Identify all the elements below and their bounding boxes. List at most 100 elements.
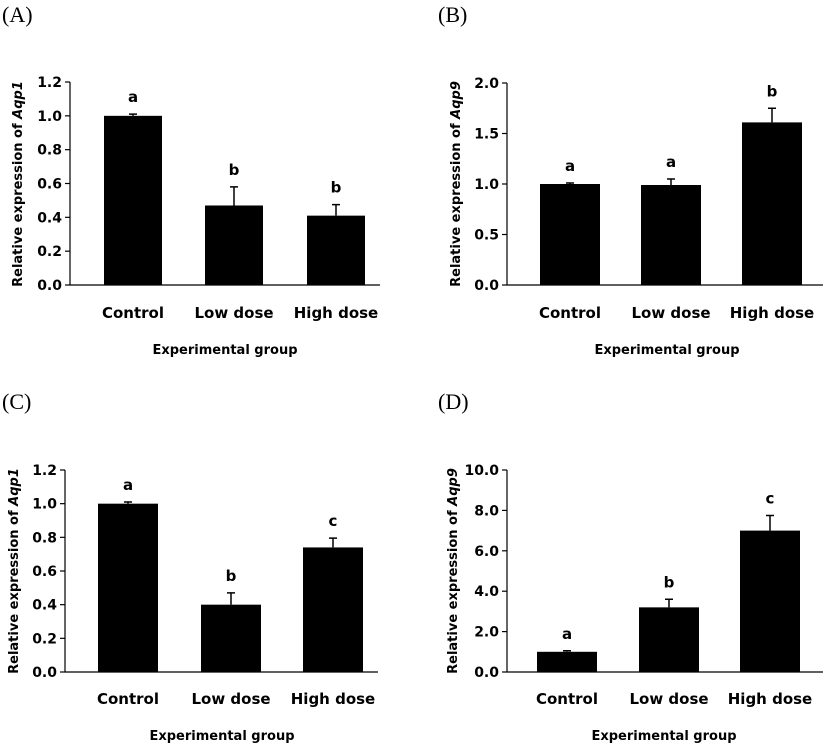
category-label-high-dose: High dose (730, 304, 814, 322)
category-label-high-dose: High dose (291, 690, 375, 708)
bar-low-dose (641, 185, 701, 285)
x-axis-title: Experimental group (152, 343, 297, 358)
significance-label-low-dose: a (666, 153, 676, 171)
y-tick-label: 1.2 (37, 75, 62, 91)
error-bar-control (124, 501, 132, 504)
y-tick-label: 0.0 (474, 665, 499, 681)
significance-label-high-dose: c (329, 512, 338, 530)
error-bar-low-dose (227, 592, 235, 605)
error-bar-high-dose (329, 537, 337, 548)
y-tick-label: 0.0 (474, 278, 499, 294)
y-axis-title-gene: Aqp1 (11, 81, 26, 120)
bar-low-dose (639, 607, 699, 672)
bar-high-dose (307, 215, 365, 285)
bar-high-dose (303, 547, 363, 672)
significance-label-high-dose: b (331, 179, 342, 197)
significance-label-control: a (565, 157, 575, 175)
y-axis-title: Relative expression of Aqp9 (446, 468, 461, 674)
axes-lines (69, 82, 380, 286)
chart-panel-a: (A) a b b 0.0 0.2 0.4 0.6 0.8 1.0 1.2 Control Lo… (2, 2, 380, 358)
error-bar-high-dose (332, 203, 340, 216)
y-axis-title-prefix: Relative expression of (449, 119, 464, 287)
y-axis-title-prefix: Relative expression of (7, 506, 22, 674)
category-label-control: Control (536, 690, 598, 708)
significance-label-control: a (123, 476, 133, 494)
significance-label-high-dose: c (766, 489, 775, 507)
y-tick-label: 1.0 (37, 109, 62, 125)
axes-lines (506, 83, 823, 286)
y-axis-title-prefix: Relative expression of (11, 119, 26, 287)
category-label-control: Control (97, 690, 159, 708)
y-tick-label: 4.0 (474, 584, 499, 600)
y-tick-label: 0.2 (32, 631, 57, 647)
bar-high-dose (742, 122, 802, 285)
y-tick-label: 0.8 (37, 143, 62, 159)
panel-letter: (C) (2, 389, 31, 414)
y-tick-label: 6.0 (474, 544, 499, 560)
y-axis-title-gene: Aqp9 (449, 81, 464, 120)
category-label-control: Control (102, 304, 164, 322)
y-axis-title: Relative expression of Aqp1 (7, 468, 22, 674)
panel-letter: (A) (2, 2, 33, 27)
category-label-low-dose: Low dose (631, 304, 710, 322)
y-tick-label: 1.0 (32, 497, 57, 513)
category-label-low-dose: Low dose (629, 690, 708, 708)
y-tick-label: 1.0 (474, 177, 499, 193)
significance-label-low-dose: b (229, 161, 240, 179)
y-tick-label: 0.4 (37, 210, 62, 226)
y-tick-label: 0.5 (474, 228, 499, 244)
error-bar-high-dose (768, 107, 776, 123)
chart-panel-d: (D) a b c 0.0 2.0 4.0 6.0 8.0 10.0 Control Low … (438, 389, 823, 744)
category-label-high-dose: High dose (294, 304, 378, 322)
y-tick-label: 2.0 (474, 76, 499, 92)
bar-control (540, 184, 600, 285)
significance-label-control: a (128, 88, 138, 106)
y-tick-label: 8.0 (474, 503, 499, 519)
significance-label-low-dose: b (664, 573, 675, 591)
y-tick-label: 0.0 (37, 278, 62, 294)
category-label-low-dose: Low dose (194, 304, 273, 322)
y-tick-label: 1.5 (474, 127, 499, 143)
panel-letter: (D) (438, 389, 469, 414)
x-axis-title: Experimental group (591, 729, 736, 744)
error-bar-control (563, 650, 571, 652)
bar-control (104, 115, 162, 285)
y-tick-label: 1.2 (32, 463, 57, 479)
axes-lines (64, 470, 378, 673)
y-tick-label: 0.6 (32, 564, 57, 580)
category-label-high-dose: High dose (728, 690, 812, 708)
error-bar-high-dose (766, 514, 774, 531)
bar-low-dose (205, 205, 263, 285)
y-tick-label: 2.0 (474, 625, 499, 641)
category-label-low-dose: Low dose (191, 690, 270, 708)
x-axis-title: Experimental group (594, 343, 739, 358)
significance-label-control: a (562, 625, 572, 643)
y-tick-label: 0.8 (32, 530, 57, 546)
y-tick-label: 0.2 (37, 244, 62, 260)
x-axis-title: Experimental group (149, 729, 294, 744)
y-axis-title-prefix: Relative expression of (446, 506, 461, 674)
error-bar-control (566, 182, 574, 184)
bar-control (98, 503, 158, 672)
panel-letter: (B) (438, 2, 467, 27)
significance-label-high-dose: b (767, 82, 778, 100)
y-tick-label: 0.0 (32, 665, 57, 681)
chart-panel-b: (B) a a b 0.0 0.5 1.0 1.5 2.0 Control Low dose… (438, 2, 823, 358)
y-axis-title-gene: Aqp1 (7, 468, 22, 507)
error-bar-low-dose (230, 186, 238, 206)
axes-lines (506, 470, 823, 673)
chart-panel-c: (C) a b c 0.0 0.2 0.4 0.6 0.8 1.0 1.2 Control Lo… (2, 389, 378, 744)
bar-high-dose (740, 530, 800, 672)
error-bar-control (129, 113, 137, 116)
error-bar-low-dose (665, 598, 673, 608)
y-axis-title-gene: Aqp9 (446, 468, 461, 507)
significance-label-low-dose: b (226, 567, 237, 585)
y-tick-label: 0.6 (37, 177, 62, 193)
bar-control (537, 651, 597, 672)
bar-low-dose (201, 604, 261, 672)
category-label-control: Control (539, 304, 601, 322)
y-tick-label: 0.4 (32, 598, 57, 614)
y-axis-title: Relative expression of Aqp1 (11, 81, 26, 287)
y-tick-label: 10.0 (464, 463, 499, 479)
